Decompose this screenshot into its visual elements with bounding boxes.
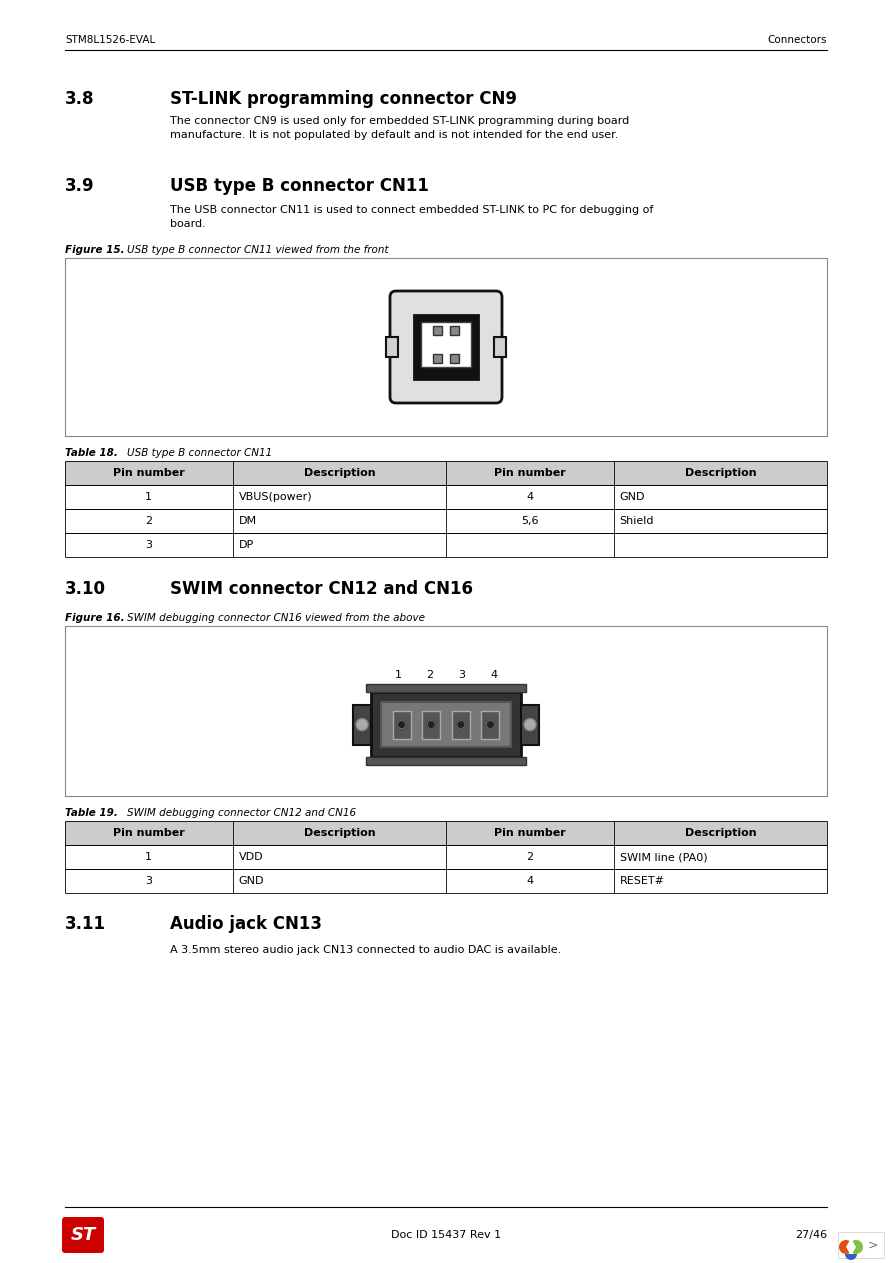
Bar (65, 845, 827, 869)
Bar (353, 705, 371, 745)
Text: 3.10: 3.10 (65, 580, 106, 597)
Circle shape (486, 721, 494, 729)
Text: Table 18.: Table 18. (65, 448, 118, 458)
Text: 2: 2 (145, 517, 153, 525)
Text: VBUS(power): VBUS(power) (239, 493, 312, 501)
Text: GND: GND (239, 877, 264, 887)
Text: DM: DM (239, 517, 257, 525)
Circle shape (427, 721, 435, 729)
Text: 4: 4 (491, 671, 498, 681)
Text: 3.9: 3.9 (65, 177, 95, 195)
Text: 1: 1 (394, 671, 401, 681)
Bar (65, 258, 827, 436)
Bar (65, 821, 827, 845)
Text: 3: 3 (145, 877, 153, 887)
Text: SWIM debugging connector CN12 and CN16: SWIM debugging connector CN12 and CN16 (127, 808, 356, 818)
Text: Pin number: Pin number (113, 469, 185, 477)
Text: USB type B connector CN11: USB type B connector CN11 (170, 177, 429, 195)
Bar (65, 821, 827, 845)
Circle shape (398, 721, 406, 729)
Bar (452, 711, 470, 739)
Text: STM8L1526-EVAL: STM8L1526-EVAL (65, 35, 155, 45)
Text: ST-LINK programming connector CN9: ST-LINK programming connector CN9 (170, 90, 517, 109)
Bar (65, 509, 827, 533)
Text: Figure 15.: Figure 15. (65, 245, 125, 255)
Bar (521, 705, 539, 745)
Text: A 3.5mm stereo audio jack CN13 connected to audio DAC is available.: A 3.5mm stereo audio jack CN13 connected… (170, 945, 561, 955)
Bar (433, 326, 442, 335)
Bar (838, 1231, 884, 1258)
Bar (381, 702, 511, 748)
Text: VDD: VDD (239, 853, 263, 863)
Text: board.: board. (170, 218, 206, 229)
Text: Pin number: Pin number (113, 829, 185, 837)
Wedge shape (845, 1254, 857, 1260)
Bar (392, 711, 410, 739)
Text: Pin number: Pin number (494, 469, 566, 477)
Text: 5,6: 5,6 (521, 517, 539, 525)
Text: Figure 16.: Figure 16. (65, 613, 125, 623)
Bar (450, 326, 459, 335)
Text: Pin number: Pin number (494, 829, 566, 837)
Text: USB type B connector CN11 viewed from the front: USB type B connector CN11 viewed from th… (127, 245, 389, 255)
FancyBboxPatch shape (62, 1218, 104, 1253)
Wedge shape (839, 1240, 849, 1254)
Text: USB type B connector CN11: USB type B connector CN11 (127, 448, 272, 458)
Text: 2: 2 (526, 853, 533, 863)
Text: The USB connector CN11 is used to connect embedded ST-LINK to PC for debugging o: The USB connector CN11 is used to connec… (170, 205, 653, 215)
Text: Description: Description (303, 469, 376, 477)
Text: Description: Description (684, 829, 756, 837)
Bar (422, 711, 440, 739)
Text: 4: 4 (526, 493, 533, 501)
Circle shape (524, 719, 536, 730)
Text: Table 19.: Table 19. (65, 808, 118, 818)
Text: The connector CN9 is used only for embedded ST-LINK programming during board: The connector CN9 is used only for embed… (170, 116, 629, 126)
Text: Description: Description (684, 469, 756, 477)
Bar (450, 354, 459, 362)
Bar (65, 533, 827, 557)
Text: 27/46: 27/46 (795, 1230, 827, 1240)
Text: Description: Description (303, 829, 376, 837)
Bar (65, 626, 827, 796)
Text: Audio jack CN13: Audio jack CN13 (170, 914, 322, 933)
Text: Doc ID 15437 Rev 1: Doc ID 15437 Rev 1 (391, 1230, 501, 1240)
Text: SWIM line (PA0): SWIM line (PA0) (620, 853, 707, 863)
Bar (366, 685, 526, 692)
Text: GND: GND (620, 493, 645, 501)
Bar (65, 461, 827, 485)
Text: 3.11: 3.11 (65, 914, 106, 933)
Text: 4: 4 (526, 877, 533, 887)
Text: ST: ST (70, 1226, 95, 1244)
Text: SWIM connector CN12 and CN16: SWIM connector CN12 and CN16 (170, 580, 473, 597)
Bar (65, 869, 827, 893)
Bar (433, 354, 442, 362)
Text: Shield: Shield (620, 517, 654, 525)
Bar (482, 711, 500, 739)
Bar (386, 337, 398, 357)
FancyBboxPatch shape (390, 290, 502, 403)
Text: 1: 1 (145, 493, 153, 501)
Text: 1: 1 (145, 853, 153, 863)
Text: manufacture. It is not populated by default and is not intended for the end user: manufacture. It is not populated by defa… (170, 130, 618, 140)
Bar (366, 757, 526, 765)
Bar (371, 692, 521, 757)
Bar (414, 314, 478, 379)
Text: DP: DP (239, 541, 254, 549)
Bar (65, 461, 827, 485)
Text: SWIM debugging connector CN16 viewed from the above: SWIM debugging connector CN16 viewed fro… (127, 613, 425, 623)
Text: 3.8: 3.8 (65, 90, 95, 109)
Bar (421, 322, 471, 366)
Bar (494, 337, 506, 357)
Text: 2: 2 (426, 671, 434, 681)
Wedge shape (853, 1240, 863, 1254)
Circle shape (356, 719, 368, 730)
Bar (65, 485, 827, 509)
Text: RESET#: RESET# (620, 877, 665, 887)
Text: >: > (868, 1239, 879, 1252)
Circle shape (457, 721, 465, 729)
Text: 3: 3 (458, 671, 466, 681)
Text: Connectors: Connectors (767, 35, 827, 45)
Text: 3: 3 (145, 541, 153, 549)
